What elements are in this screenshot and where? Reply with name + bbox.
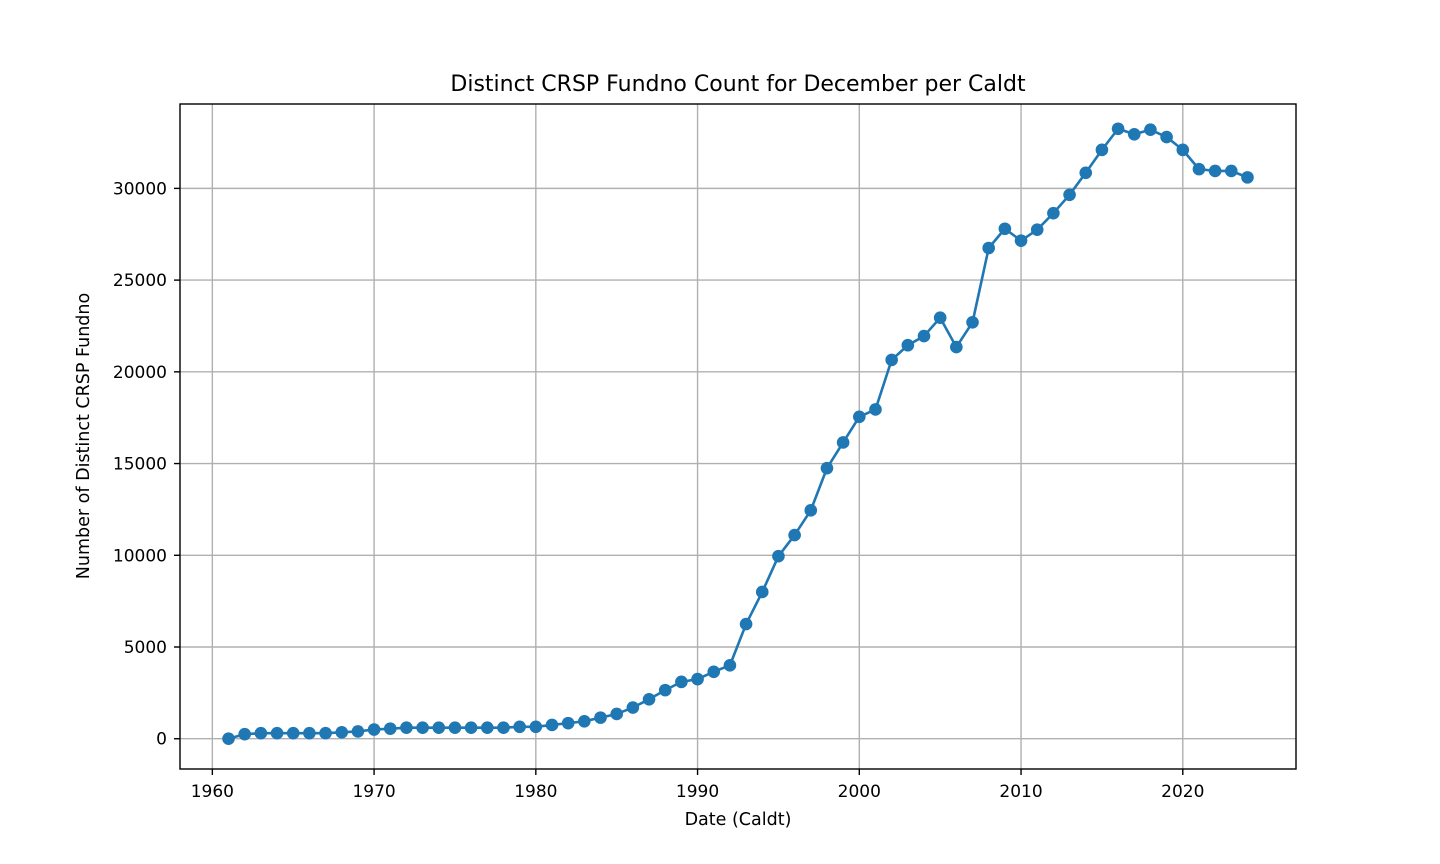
data-point (1241, 171, 1254, 184)
data-point (642, 692, 656, 706)
data-point (464, 721, 478, 735)
x-axis-label: Date (Caldt) (685, 810, 792, 830)
data-point (286, 726, 300, 740)
data-point (1208, 164, 1222, 178)
data-point (561, 716, 575, 730)
data-point (998, 222, 1012, 236)
data-point (658, 683, 672, 697)
data-point (351, 725, 365, 738)
data-point (788, 528, 801, 542)
data-point (836, 436, 850, 449)
data-point (1192, 162, 1206, 176)
data-point (1127, 127, 1141, 141)
data-point (529, 720, 543, 734)
x-tick-label: 1980 (514, 782, 557, 802)
data-point (497, 721, 510, 735)
x-tick-label: 2010 (999, 782, 1042, 802)
data-point (594, 711, 607, 724)
data-point (1144, 123, 1157, 136)
data-point (238, 727, 251, 741)
data-point (1160, 130, 1173, 144)
data-point (755, 585, 769, 599)
x-tick-label: 2000 (838, 782, 881, 802)
x-tick-label: 1960 (191, 782, 234, 802)
data-point (610, 707, 623, 721)
data-point (1063, 188, 1076, 202)
y-axis-label: Number of Distinct CRSP Fundno (74, 293, 94, 579)
data-point (270, 726, 284, 740)
series-line (228, 127, 1248, 740)
y-tick-label: 10000 (113, 546, 167, 566)
data-point (1225, 164, 1238, 178)
data-point (432, 721, 446, 735)
data-point (319, 726, 332, 740)
data-point (513, 720, 526, 734)
data-point (901, 338, 915, 352)
data-point (933, 311, 947, 325)
y-tick-label: 20000 (113, 363, 167, 383)
data-point (853, 410, 866, 424)
data-point (222, 732, 235, 746)
data-point (707, 665, 721, 679)
y-tick-label: 15000 (113, 455, 167, 475)
data-point (416, 721, 429, 735)
data-point (335, 726, 349, 739)
data-point (885, 353, 898, 367)
data-point (917, 329, 931, 343)
y-tick-label: 5000 (124, 638, 167, 658)
data-point (739, 617, 753, 631)
data-point (545, 718, 559, 732)
data-point (448, 721, 462, 735)
data-point (982, 241, 995, 255)
data-point (1079, 166, 1093, 180)
y-tick-label: 0 (156, 730, 167, 750)
x-tick-label: 1990 (676, 782, 719, 802)
data-point (869, 403, 882, 416)
data-point (1014, 234, 1028, 247)
x-tick-label: 1970 (352, 782, 395, 802)
data-point (254, 726, 268, 740)
data-point (675, 675, 688, 689)
y-tick-label: 25000 (113, 271, 167, 291)
axis-ticks: 1960 1970 1980 1990 2000 2010 2020 0 5000 10000 15… (113, 179, 1205, 802)
data-point (966, 316, 979, 329)
data-point (691, 672, 704, 686)
data-point (481, 721, 494, 735)
grid-lines (180, 104, 1296, 769)
chart-title: Distinct CRSP Fundno Count for December … (450, 72, 1026, 97)
x-tick-label: 2020 (1161, 782, 1204, 802)
plot-frame (179, 103, 1297, 770)
data-point (820, 461, 834, 475)
data-point (1111, 122, 1125, 136)
data-point (1095, 143, 1109, 157)
data-point (950, 340, 963, 354)
data-point (1047, 206, 1060, 220)
data-point (772, 549, 785, 563)
data-point (1030, 223, 1044, 236)
data-series (222, 122, 1254, 746)
data-point (367, 723, 381, 736)
data-point (303, 726, 316, 740)
data-point (400, 721, 413, 735)
y-tick-label: 30000 (113, 179, 167, 199)
data-point (383, 722, 397, 735)
data-point (626, 701, 640, 714)
data-point (723, 659, 737, 672)
data-point (1176, 143, 1190, 157)
data-point (804, 504, 818, 517)
data-point (578, 715, 591, 728)
